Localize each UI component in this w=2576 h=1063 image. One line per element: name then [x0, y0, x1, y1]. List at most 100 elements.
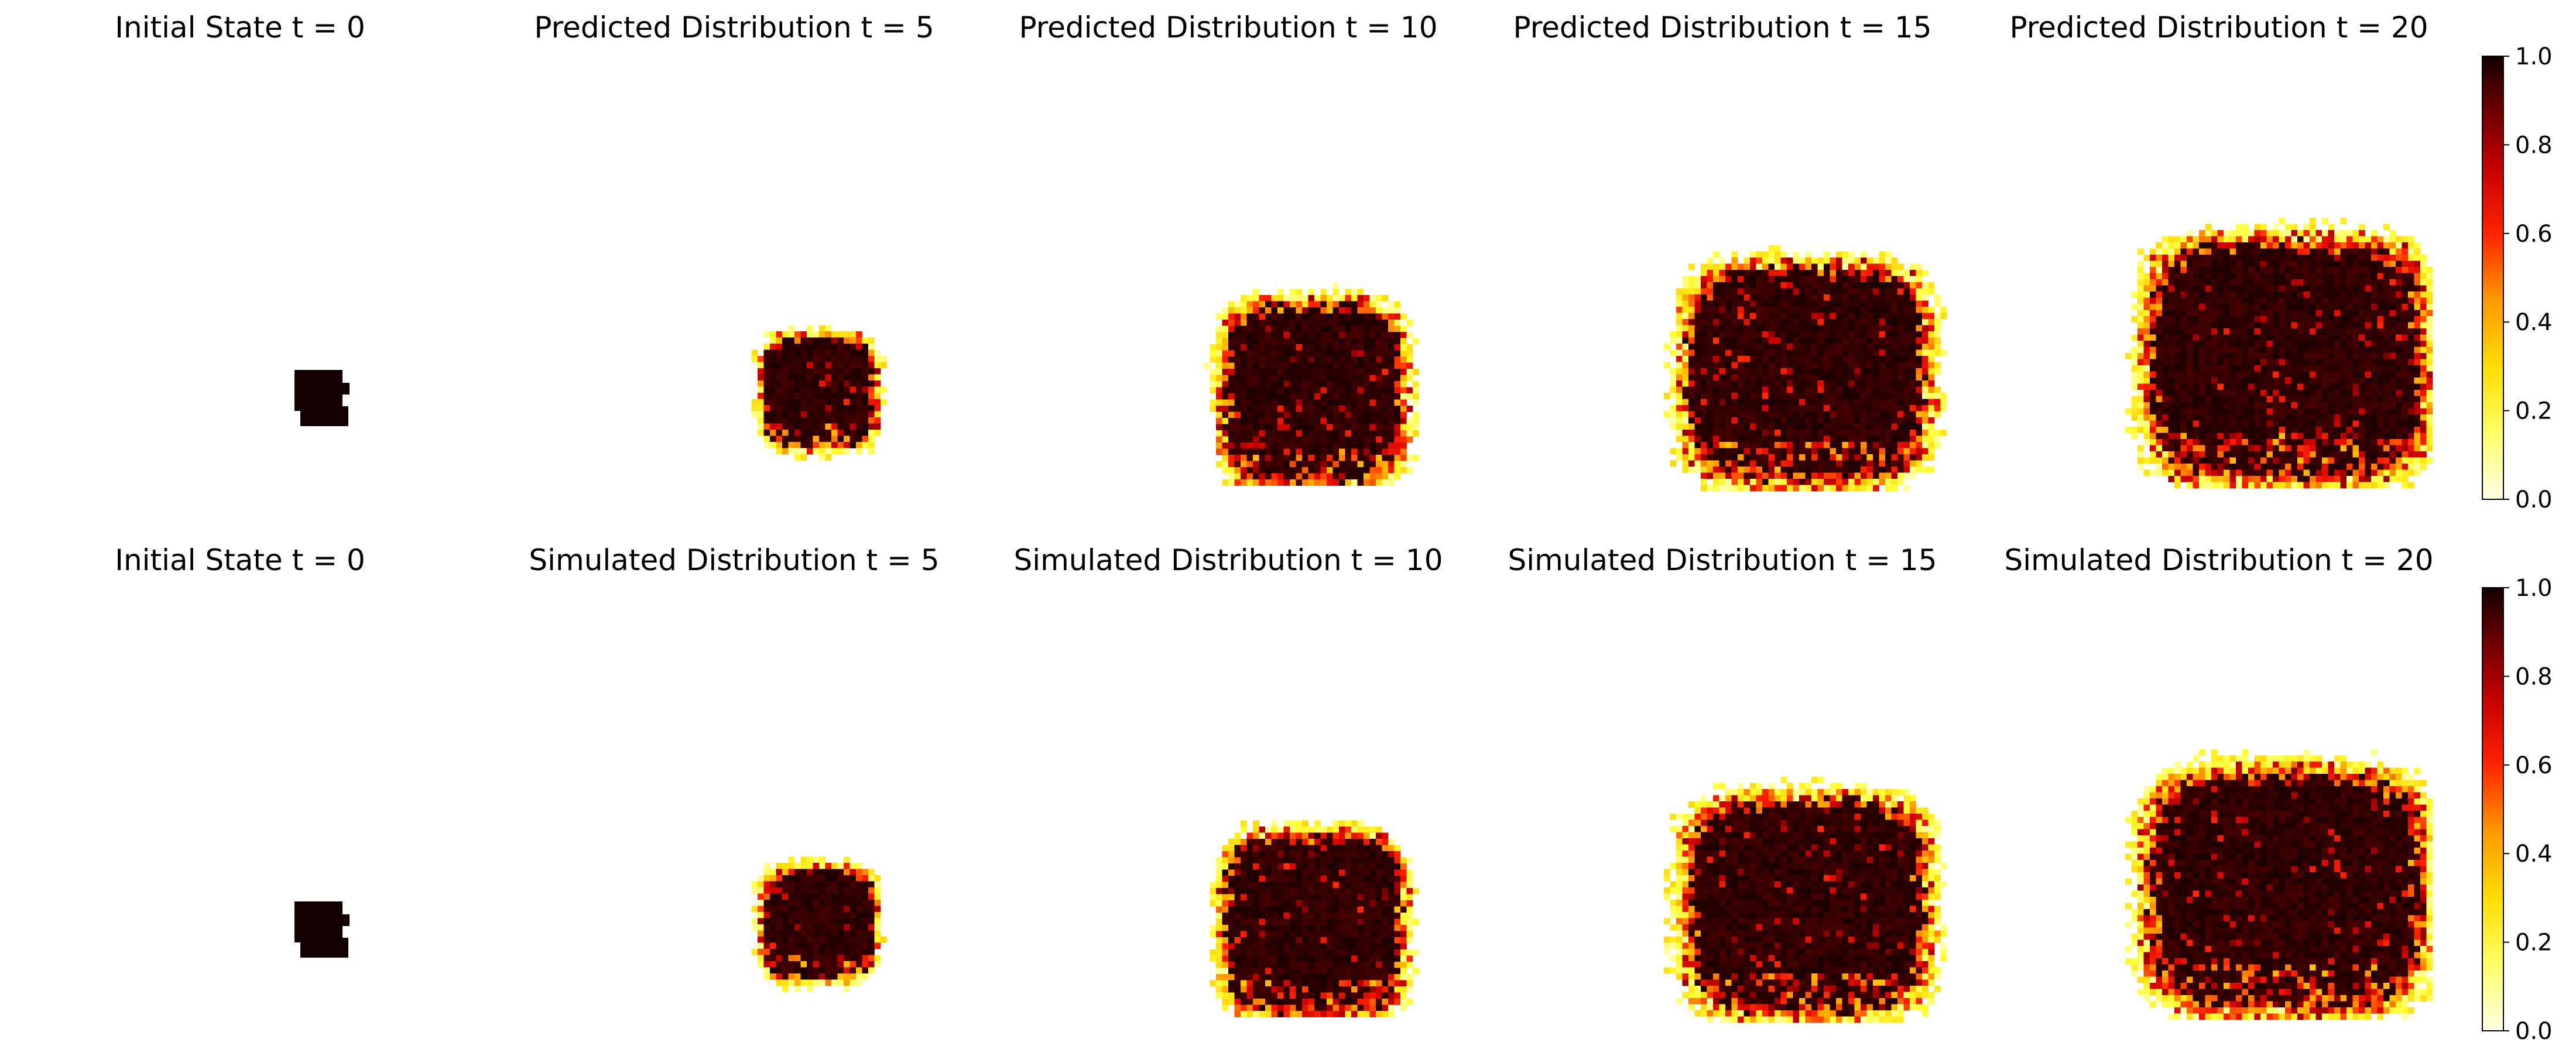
heatmap-cell — [1701, 368, 1707, 375]
heatmap-cell — [1830, 436, 1837, 443]
heatmap-cell — [1768, 344, 1775, 350]
heatmap-cell — [2168, 236, 2175, 243]
heatmap-cell — [2285, 439, 2291, 445]
heatmap-cell — [1357, 393, 1364, 400]
heatmap-cell — [1314, 338, 1321, 345]
heatmap-cell — [1265, 356, 1272, 363]
heatmap-cell — [1400, 362, 1407, 369]
heatmap-cell — [1793, 307, 1800, 313]
heatmap-cell — [2389, 359, 2396, 366]
heatmap-cell — [1701, 393, 1707, 399]
heatmap-cell — [2315, 359, 2322, 366]
heatmap-cell — [1701, 331, 1707, 338]
heatmap-cell — [1775, 442, 1781, 448]
heatmap-cell — [1290, 461, 1296, 468]
heatmap-cell — [1320, 289, 1327, 296]
heatmap-cell — [1799, 319, 1806, 325]
heatmap-cell — [1308, 338, 1315, 345]
heatmap-cell — [2359, 402, 2365, 409]
heatmap-cell — [2150, 420, 2156, 427]
heatmap-cell — [1676, 436, 1683, 443]
heatmap-cell — [1934, 349, 1941, 356]
heatmap-cell — [1830, 430, 1837, 436]
heatmap-cell — [2402, 390, 2409, 396]
heatmap-cell — [2224, 279, 2230, 286]
heatmap-cell — [2143, 457, 2150, 464]
heatmap-cell — [1861, 294, 1867, 301]
heatmap-cell — [1345, 455, 1352, 461]
heatmap-cell — [1793, 467, 1800, 473]
heatmap-cell — [1775, 399, 1781, 406]
heatmap-cell — [1222, 362, 1229, 369]
heatmap-cell — [1916, 411, 1923, 418]
heatmap-cell — [1824, 319, 1830, 325]
heatmap-cell — [1805, 485, 1812, 492]
heatmap-cell — [2383, 310, 2390, 317]
heatmap-cell — [1357, 443, 1364, 449]
heatmap-cell — [2420, 365, 2427, 372]
heatmap-cell — [837, 362, 844, 369]
heatmap-cell — [2334, 236, 2341, 243]
heatmap-cell — [1345, 443, 1352, 449]
heatmap-cell — [794, 454, 801, 461]
heatmap-cell — [1879, 319, 1886, 325]
heatmap-cell — [1738, 263, 1744, 270]
heatmap-cell — [2408, 433, 2414, 440]
heatmap-cell — [1701, 349, 1707, 356]
colorbar-gradient — [2482, 56, 2504, 500]
heatmap-cell — [2334, 408, 2341, 415]
heatmap-cell — [1787, 467, 1793, 473]
heatmap-cell — [2396, 285, 2402, 292]
heatmap-cell — [1738, 270, 1744, 276]
heatmap-cell — [2273, 316, 2279, 323]
heatmap-cell — [2315, 260, 2322, 268]
heatmap-cell — [2279, 285, 2286, 292]
heatmap-cell — [2193, 420, 2200, 427]
heatmap-cell — [1682, 417, 1689, 424]
heatmap-cell — [1928, 313, 1935, 320]
heatmap-cell — [2162, 242, 2169, 249]
heatmap-cell — [2396, 420, 2402, 427]
heatmap-cell — [2156, 378, 2163, 384]
heatmap-cell — [1283, 479, 1290, 486]
heatmap-cell — [2137, 353, 2144, 359]
heatmap-cell — [2426, 445, 2433, 452]
heatmap-cell — [1836, 356, 1842, 362]
heatmap-cell — [2352, 322, 2359, 329]
heatmap-cell — [1320, 455, 1327, 461]
heatmap-cell — [2254, 316, 2261, 323]
heatmap-cell — [1830, 356, 1837, 362]
heatmap-cell — [1382, 393, 1389, 400]
heatmap-cell — [1283, 448, 1290, 455]
heatmap-cell — [2365, 451, 2372, 458]
heatmap-cell — [2224, 476, 2230, 482]
heatmap-cell — [2217, 383, 2224, 390]
heatmap-cell — [1241, 381, 1247, 388]
heatmap-cell — [1928, 374, 1935, 381]
heatmap-cell — [1756, 313, 1763, 320]
heatmap-cell — [2420, 457, 2427, 464]
heatmap-cell — [2285, 414, 2291, 421]
heatmap-cell — [1805, 258, 1812, 264]
heatmap-cell — [2224, 371, 2230, 378]
heatmap-cell — [1756, 417, 1763, 424]
heatmap-cell — [2279, 255, 2286, 261]
heatmap-cell — [2242, 242, 2249, 249]
heatmap-cell — [1265, 473, 1272, 480]
heatmap-cell — [1283, 356, 1290, 363]
heatmap-cell — [2310, 439, 2316, 445]
heatmap-cell — [1866, 294, 1873, 301]
heatmap-cell — [1701, 430, 1707, 436]
heatmap-cell — [813, 356, 820, 362]
heatmap-cell — [2211, 445, 2218, 452]
heatmap-cell — [2162, 328, 2169, 335]
heatmap-cell — [1228, 325, 1235, 332]
heatmap-cell — [2174, 255, 2181, 261]
heatmap-cell — [1253, 325, 1259, 332]
heatmap-cell — [2377, 236, 2384, 243]
heatmap-cell — [1830, 448, 1837, 455]
heatmap-cell — [788, 411, 795, 418]
heatmap-cell — [1290, 399, 1296, 406]
heatmap-cell — [1768, 417, 1775, 424]
heatmap-cell — [2347, 292, 2353, 298]
